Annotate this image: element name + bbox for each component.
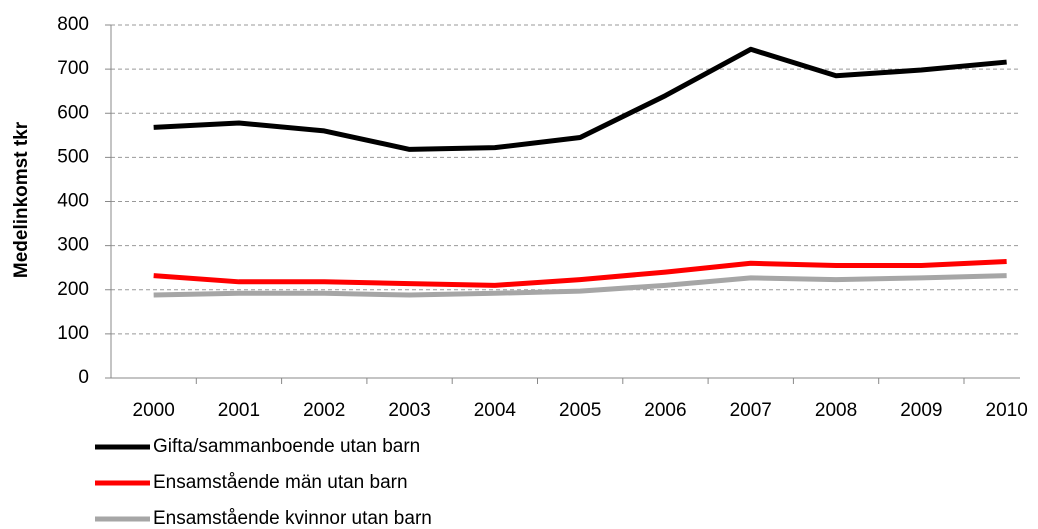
y-tick-label: 700 bbox=[57, 58, 89, 79]
legend-label: Gifta/sammanboende utan barn bbox=[153, 436, 420, 457]
y-tick-label: 400 bbox=[57, 191, 89, 212]
x-tick-label: 2008 bbox=[815, 400, 857, 421]
x-tick-label: 2006 bbox=[644, 400, 686, 421]
y-tick-label: 800 bbox=[57, 14, 89, 35]
x-tick-label: 2009 bbox=[900, 400, 942, 421]
y-tick-label: 0 bbox=[78, 367, 89, 388]
series-line bbox=[153, 273, 1007, 298]
y-tick-label: 300 bbox=[57, 235, 89, 256]
x-tick-label: 2000 bbox=[133, 400, 175, 421]
series-line bbox=[153, 259, 1007, 288]
x-tick-label: 2007 bbox=[730, 400, 772, 421]
y-tick-label: 600 bbox=[57, 102, 89, 123]
x-tick-label: 2003 bbox=[388, 400, 430, 421]
y-tick-label: 500 bbox=[57, 146, 89, 167]
legend-label: Ensamstående kvinnor utan barn bbox=[153, 508, 432, 529]
y-tick-label: 200 bbox=[57, 279, 89, 300]
y-tick-label: 100 bbox=[57, 323, 89, 344]
x-tick-label: 2005 bbox=[559, 400, 601, 421]
x-tick-label: 2001 bbox=[218, 400, 260, 421]
legend-label: Ensamstående män utan barn bbox=[153, 472, 408, 493]
x-tick-label: 2002 bbox=[303, 400, 345, 421]
x-tick-label: 2004 bbox=[474, 400, 517, 421]
x-tick-label: 2010 bbox=[986, 400, 1028, 421]
y-axis-label: Medelinkomst tkr bbox=[11, 121, 32, 278]
series-line bbox=[153, 46, 1007, 152]
